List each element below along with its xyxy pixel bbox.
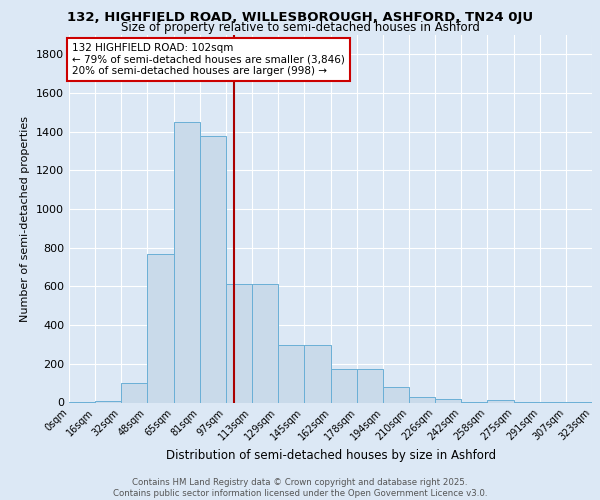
Bar bbox=[147, 254, 174, 402]
Bar bbox=[409, 396, 435, 402]
Bar bbox=[304, 346, 331, 403]
Bar bbox=[487, 400, 514, 402]
Text: 132, HIGHFIELD ROAD, WILLESBOROUGH, ASHFORD, TN24 0JU: 132, HIGHFIELD ROAD, WILLESBOROUGH, ASHF… bbox=[67, 12, 533, 24]
Bar bbox=[121, 383, 147, 402]
Bar bbox=[383, 387, 409, 402]
Bar bbox=[358, 368, 383, 402]
X-axis label: Distribution of semi-detached houses by size in Ashford: Distribution of semi-detached houses by … bbox=[166, 450, 496, 462]
Bar bbox=[278, 346, 304, 403]
Bar bbox=[174, 122, 200, 402]
Y-axis label: Number of semi-detached properties: Number of semi-detached properties bbox=[20, 116, 31, 322]
Bar bbox=[200, 136, 226, 402]
Bar bbox=[95, 401, 121, 402]
Text: Size of property relative to semi-detached houses in Ashford: Size of property relative to semi-detach… bbox=[121, 22, 479, 35]
Bar bbox=[252, 284, 278, 403]
Bar bbox=[331, 368, 358, 402]
Text: Contains HM Land Registry data © Crown copyright and database right 2025.
Contai: Contains HM Land Registry data © Crown c… bbox=[113, 478, 487, 498]
Bar bbox=[226, 284, 252, 403]
Text: 132 HIGHFIELD ROAD: 102sqm
← 79% of semi-detached houses are smaller (3,846)
20%: 132 HIGHFIELD ROAD: 102sqm ← 79% of semi… bbox=[72, 42, 345, 76]
Bar bbox=[435, 399, 461, 402]
